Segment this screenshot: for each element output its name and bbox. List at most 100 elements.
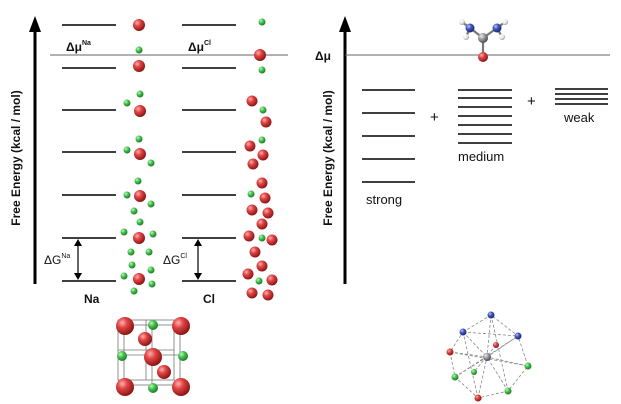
weak-label: weak [563,110,595,125]
sodium-atom [138,332,152,346]
sodium-atom [262,289,274,301]
sodium-atom [243,230,255,242]
sodium-atom [256,218,268,230]
chlorine-atom [120,272,128,280]
chlorine-atom [258,66,266,74]
nitrogen-atom [487,311,495,319]
nitrogen-atom [492,23,502,33]
sodium-atom [259,192,271,204]
chlorine-atom [123,191,131,199]
sodium-atom [256,177,268,189]
oxygen-atom [478,52,488,62]
cl-cluster-column [242,18,278,301]
chlorine-atom [178,351,188,361]
chlorine-atom [123,99,131,107]
chlorine-atom [134,177,142,185]
sodium-atom [254,49,266,61]
sodium-atom [257,149,269,161]
sodium-atom [133,19,145,31]
chlorine-atom [524,362,532,370]
delta-mu-cl-label: ΔμCl [188,40,211,54]
chlorine-atom [127,248,135,256]
delta-g-na-arrow [74,239,82,280]
cl-label: Cl [203,292,215,306]
sodium-atom [246,204,258,216]
sodium-atom [172,378,190,396]
sodium-atom [474,394,482,402]
right-energy-panel: Free Energy (kcal / mol) Δμ + + [315,16,610,402]
chlorine-atom [148,383,158,393]
hydrogen-atom [499,34,505,40]
cl-energy-levels [182,24,236,282]
medium-label: medium [458,149,504,164]
chlorine-atom [471,369,477,375]
left-y-axis-arrowhead [29,16,41,32]
chlorine-atom [117,351,127,361]
plus-sign: + [527,93,536,110]
chlorine-atom [259,106,267,114]
delta-g-cl-label: ΔGCl [163,253,187,267]
sodium-atom [266,234,278,246]
chlorine-atom [247,190,255,198]
chlorine-atom [149,230,157,238]
sodium-atom [133,232,145,244]
sodium-atom [247,158,259,170]
sodium-atom [256,260,268,272]
sodium-atom [144,348,162,366]
chlorine-atom [123,146,131,154]
medium-binding-levels [458,89,512,144]
delta-g-cl-arrow [194,239,202,280]
chlorine-atom [148,320,158,330]
right-y-axis-label: Free Energy (kcal / mol) [321,90,335,225]
sodium-atom [260,116,272,128]
sodium-atom [249,246,261,258]
delta-mu-label: Δμ [315,49,331,63]
chlorine-atom [135,46,143,54]
binding-site-cluster [446,311,532,402]
chlorine-atom [258,234,266,242]
chlorine-atom [130,207,138,215]
sodium-atom [244,140,256,152]
left-y-axis-label: Free Energy (kcal / mol) [9,90,23,225]
sodium-atom [116,317,134,335]
chlorine-atom [136,90,144,98]
carbon-atom [478,33,488,43]
sodium-atom [157,365,171,379]
sodium-atom [116,378,134,396]
chlorine-atom [120,228,128,236]
chlorine-atom [148,280,156,288]
sodium-atom [493,342,499,348]
chlorine-atom [145,248,153,256]
carbon-atom [483,353,491,361]
na-label: Na [84,292,100,306]
chlorine-atom [258,136,266,144]
delta-g-na-label: ΔGNa [44,253,70,267]
nacl-crystal-lattice [116,317,190,396]
delta-mu-na-label: ΔμNa [66,40,91,54]
sodium-atom [133,273,145,285]
sodium-atom [242,268,254,280]
hydrogen-atom [463,34,469,40]
chlorine-atom [147,200,155,208]
chlorine-atom [451,373,459,381]
nitrogen-atom [459,328,467,336]
sodium-atom [134,105,146,117]
sodium-atom [262,207,274,219]
sodium-atom [133,60,145,72]
hydrogen-atom [459,19,465,25]
weak-binding-levels [555,88,608,105]
na-cluster-column [120,19,157,295]
left-energy-panel: Free Energy (kcal / mol) ΔμNa [9,16,288,396]
chlorine-atom [135,135,143,143]
na-energy-levels [62,24,116,282]
sodium-atom [266,274,278,286]
sodium-atom [134,148,146,160]
strong-binding-levels [362,89,415,183]
molecule-icon [459,19,508,62]
chlorine-atom [147,159,155,167]
chlorine-atom [136,218,144,226]
chlorine-atom [147,266,155,274]
sodium-atom [172,317,190,335]
chlorine-atom [255,277,263,285]
